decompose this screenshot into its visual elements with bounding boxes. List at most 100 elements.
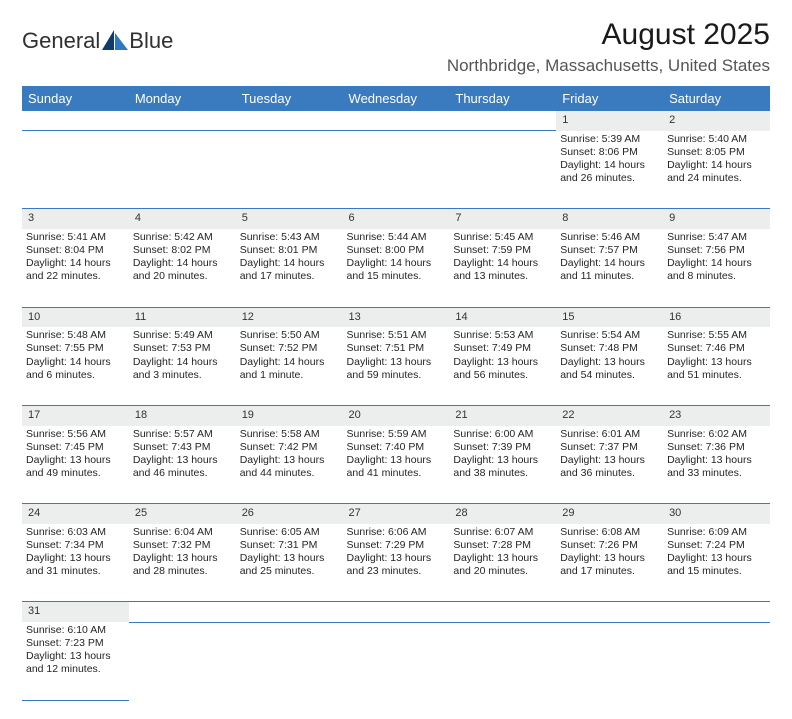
day-cell: Sunrise: 5:46 AMSunset: 7:57 PMDaylight:… [556,229,663,307]
sunrise-text: Sunrise: 6:00 AM [453,428,552,441]
sunset-text: Sunset: 7:34 PM [26,539,125,552]
day-cell: Sunrise: 5:45 AMSunset: 7:59 PMDaylight:… [449,229,556,307]
day-cell: Sunrise: 5:47 AMSunset: 7:56 PMDaylight:… [663,229,770,307]
day-number: 12 [236,307,343,327]
daylight-text: and 17 minutes. [560,565,659,578]
day-number: 6 [343,209,450,229]
sunset-text: Sunset: 8:04 PM [26,244,125,257]
title-block: August 2025 Northbridge, Massachusetts, … [447,18,770,76]
day-number: 11 [129,307,236,327]
sunset-text: Sunset: 7:55 PM [26,342,125,355]
day-cell: Sunrise: 6:02 AMSunset: 7:36 PMDaylight:… [663,426,770,504]
daylight-text: Daylight: 13 hours [667,454,766,467]
sunset-text: Sunset: 7:24 PM [667,539,766,552]
blank-cell [556,622,663,700]
day-number: 25 [129,504,236,524]
day-content-row: Sunrise: 5:48 AMSunset: 7:55 PMDaylight:… [22,327,770,405]
daylight-text: Daylight: 14 hours [560,159,659,172]
day-number: 23 [663,405,770,425]
day-number: 10 [22,307,129,327]
daylight-text: and 15 minutes. [667,565,766,578]
daylight-text: Daylight: 13 hours [133,454,232,467]
daylight-text: Daylight: 14 hours [133,257,232,270]
daylight-text: Daylight: 14 hours [560,257,659,270]
sunset-text: Sunset: 7:39 PM [453,441,552,454]
day-cell: Sunrise: 6:04 AMSunset: 7:32 PMDaylight:… [129,524,236,602]
sunset-text: Sunset: 7:46 PM [667,342,766,355]
daylight-text: and 49 minutes. [26,467,125,480]
day-content-row: Sunrise: 6:03 AMSunset: 7:34 PMDaylight:… [22,524,770,602]
daylight-text: and 20 minutes. [453,565,552,578]
blank-cell [449,111,556,131]
sunrise-text: Sunrise: 5:41 AM [26,231,125,244]
day-cell: Sunrise: 5:51 AMSunset: 7:51 PMDaylight:… [343,327,450,405]
daylight-text: Daylight: 13 hours [26,454,125,467]
daylight-text: Daylight: 13 hours [667,552,766,565]
day-number: 5 [236,209,343,229]
day-cell: Sunrise: 6:07 AMSunset: 7:28 PMDaylight:… [449,524,556,602]
daylight-text: and 41 minutes. [347,467,446,480]
calendar-head: SundayMondayTuesdayWednesdayThursdayFrid… [22,86,770,111]
day-content-row: Sunrise: 6:10 AMSunset: 7:23 PMDaylight:… [22,622,770,700]
day-cell: Sunrise: 5:57 AMSunset: 7:43 PMDaylight:… [129,426,236,504]
day-number: 2 [663,111,770,131]
daylight-text: Daylight: 13 hours [347,552,446,565]
daylight-text: and 24 minutes. [667,172,766,185]
day-number: 1 [556,111,663,131]
sunrise-text: Sunrise: 5:46 AM [560,231,659,244]
day-number: 4 [129,209,236,229]
daylight-text: Daylight: 13 hours [453,356,552,369]
blank-cell [343,622,450,700]
day-cell: Sunrise: 5:49 AMSunset: 7:53 PMDaylight:… [129,327,236,405]
daylight-text: and 22 minutes. [26,270,125,283]
daylight-text: and 8 minutes. [667,270,766,283]
sunrise-text: Sunrise: 5:58 AM [240,428,339,441]
day-cell: Sunrise: 6:08 AMSunset: 7:26 PMDaylight:… [556,524,663,602]
daylight-text: and 17 minutes. [240,270,339,283]
day-cell: Sunrise: 5:55 AMSunset: 7:46 PMDaylight:… [663,327,770,405]
day-cell: Sunrise: 5:42 AMSunset: 8:02 PMDaylight:… [129,229,236,307]
daylight-text: Daylight: 13 hours [453,454,552,467]
daylight-text: and 11 minutes. [560,270,659,283]
sunrise-text: Sunrise: 5:51 AM [347,329,446,342]
day-number: 30 [663,504,770,524]
blank-cell [129,111,236,131]
blank-cell [343,131,450,209]
daylight-text: and 28 minutes. [133,565,232,578]
blank-cell [449,131,556,209]
daylight-text: Daylight: 13 hours [240,552,339,565]
day-number: 17 [22,405,129,425]
sunset-text: Sunset: 7:31 PM [240,539,339,552]
daylight-text: Daylight: 14 hours [453,257,552,270]
header: General Blue August 2025 Northbridge, Ma… [22,18,770,76]
sunrise-text: Sunrise: 6:04 AM [133,526,232,539]
day-cell: Sunrise: 6:01 AMSunset: 7:37 PMDaylight:… [556,426,663,504]
daylight-text: Daylight: 14 hours [26,257,125,270]
day-cell: Sunrise: 5:41 AMSunset: 8:04 PMDaylight:… [22,229,129,307]
sunset-text: Sunset: 7:49 PM [453,342,552,355]
sunset-text: Sunset: 7:26 PM [560,539,659,552]
day-header: Friday [556,86,663,111]
day-header: Sunday [22,86,129,111]
daylight-text: Daylight: 13 hours [26,552,125,565]
daylight-text: and 44 minutes. [240,467,339,480]
daylight-text: and 51 minutes. [667,369,766,382]
day-number: 15 [556,307,663,327]
day-header-row: SundayMondayTuesdayWednesdayThursdayFrid… [22,86,770,111]
blank-cell [22,131,129,209]
blank-cell [236,622,343,700]
day-cell: Sunrise: 6:06 AMSunset: 7:29 PMDaylight:… [343,524,450,602]
day-cell: Sunrise: 5:40 AMSunset: 8:05 PMDaylight:… [663,131,770,209]
daylight-text: and 1 minute. [240,369,339,382]
day-header: Thursday [449,86,556,111]
sunrise-text: Sunrise: 5:55 AM [667,329,766,342]
daylight-text: and 15 minutes. [347,270,446,283]
sunrise-text: Sunrise: 6:02 AM [667,428,766,441]
blank-cell [129,131,236,209]
day-number-row: 10111213141516 [22,307,770,327]
daylight-text: Daylight: 14 hours [26,356,125,369]
blank-cell [22,111,129,131]
day-number: 22 [556,405,663,425]
calendar-table: SundayMondayTuesdayWednesdayThursdayFrid… [22,86,770,701]
day-number: 24 [22,504,129,524]
